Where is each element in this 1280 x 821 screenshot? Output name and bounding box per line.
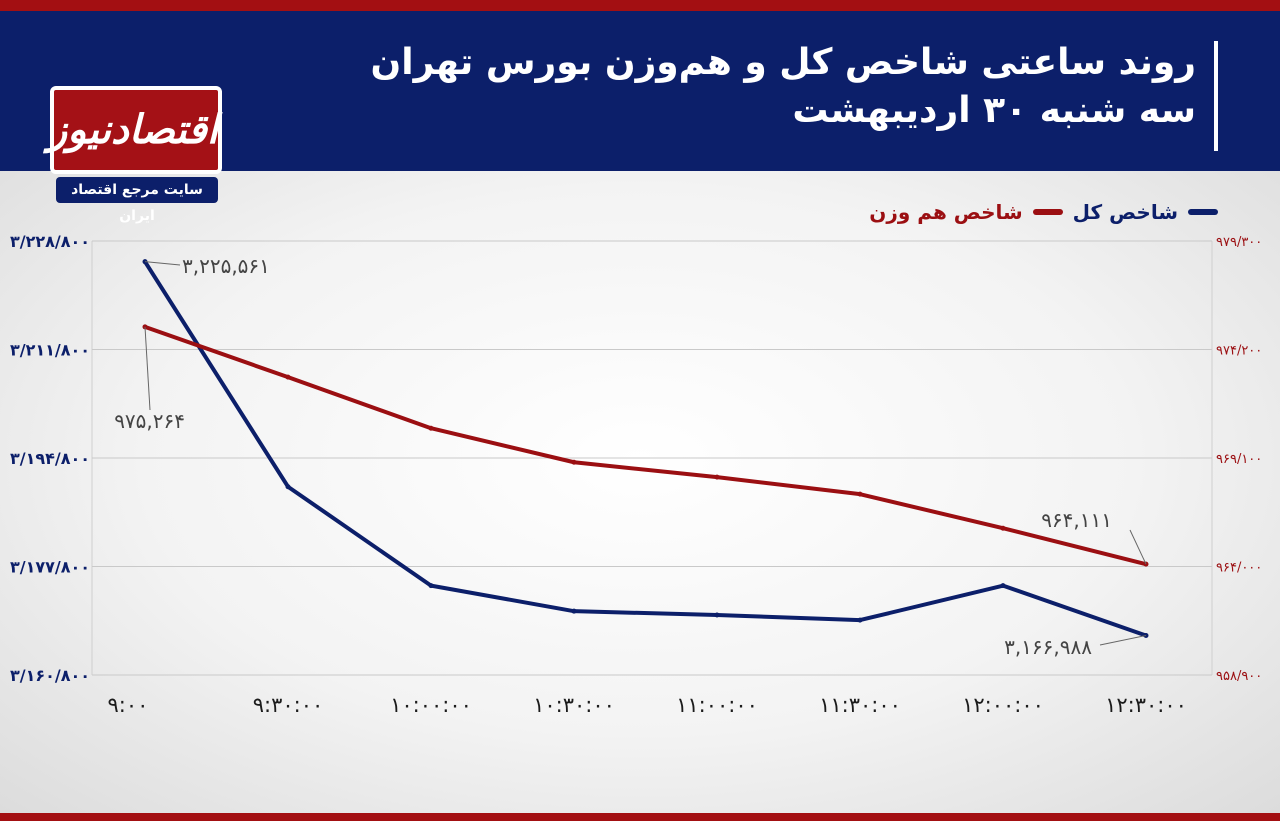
data-point-main-index	[714, 612, 720, 618]
left-axis-tick-label: ۳/۱۹۴/۸۰۰	[10, 449, 90, 468]
right-axis-tick-label: ۹۶۴/۰۰۰	[1216, 561, 1262, 576]
right-axis-tick-label: ۹۷۴/۲۰۰	[1216, 344, 1262, 359]
legend-swatch-equal-weight	[1032, 209, 1063, 215]
x-axis-tick-label: ۱۲:۰۰:۰۰	[962, 693, 1044, 717]
data-label: ۹۶۴,۱۱۱	[1041, 508, 1112, 532]
chart-title-block: روند ساعتی شاخص کل و هم‌وزن بورس تهران س…	[371, 39, 1196, 135]
legend-swatch-main-index	[1188, 209, 1218, 215]
right-axis-tick-label: ۹۵۸/۹۰۰	[1216, 669, 1262, 684]
left-axis-tick-label: ۳/۱۶۰/۸۰۰	[10, 666, 90, 685]
legend-label-main-index: شاخص کل	[1072, 200, 1178, 224]
data-point-equal-weight	[714, 474, 720, 480]
x-axis-tick-label: ۹:۰۰	[108, 693, 149, 717]
x-axis-tick-label: ۹:۳۰:۰۰	[253, 693, 324, 717]
x-axis-tick-label: ۱۱:۳۰:۰۰	[819, 693, 901, 717]
title-divider	[1214, 41, 1218, 151]
annotation-leader	[1099, 635, 1147, 646]
left-axis-tick-label: ۳/۱۷۷/۸۰۰	[10, 558, 90, 577]
data-point-equal-weight	[571, 459, 577, 465]
data-point-equal-weight	[285, 374, 291, 380]
data-label: ۹۷۵,۲۶۴	[114, 409, 185, 433]
data-point-main-index	[285, 484, 291, 490]
x-axis-tick-label: ۱۰:۳۰:۰۰	[533, 693, 615, 717]
data-point-equal-weight	[428, 425, 434, 431]
legend-item-equal-weight: شاخص هم وزن	[869, 200, 1063, 224]
legend-item-main-index: شاخص کل	[1073, 200, 1218, 224]
series-line-equal-weight	[144, 324, 1147, 567]
chart-legend: شاخص کل شاخص هم وزن	[869, 200, 1218, 224]
annotation-leader	[144, 326, 151, 411]
bottom-accent-strip	[0, 813, 1280, 821]
left-axis-tick-label: ۳/۲۱۱/۸۰۰	[10, 341, 90, 360]
x-axis-tick-label: ۱۲:۳۰:۰۰	[1105, 693, 1187, 717]
data-label: ۳,۱۶۶,۹۸۸	[1004, 635, 1092, 659]
left-axis-tick-label: ۳/۲۲۸/۸۰۰	[10, 232, 90, 251]
annotation-leader	[144, 261, 181, 266]
brand-logo: اقتصادنیوز	[48, 86, 222, 174]
annotation-leader	[1129, 529, 1147, 565]
chart-background	[0, 171, 1280, 813]
right-axis-tick-label: ۹۶۹/۱۰۰	[1216, 452, 1262, 467]
right-axis-tick-label: ۹۷۹/۳۰۰	[1216, 235, 1262, 250]
data-point-main-index	[1000, 583, 1006, 589]
series-line-main-index	[143, 260, 1147, 638]
x-axis-tick-label: ۱۰:۰۰:۰۰	[390, 693, 472, 717]
chart-subtitle: سه شنبه ۳۰ اردیبهشت	[792, 90, 1196, 131]
legend-label-equal-weight: شاخص هم وزن	[869, 200, 1023, 224]
data-point-equal-weight	[857, 491, 863, 497]
data-point-equal-weight	[1000, 525, 1006, 531]
data-point-main-index	[428, 583, 434, 589]
x-axis-tick-label: ۱۱:۰۰:۰۰	[676, 693, 758, 717]
top-accent-strip	[0, 0, 1280, 11]
chart-title: روند ساعتی شاخص کل و هم‌وزن بورس تهران	[370, 42, 1196, 83]
data-point-main-index	[857, 617, 863, 623]
data-point-main-index	[571, 608, 577, 614]
data-label: ۳,۲۲۵,۵۶۱	[182, 254, 270, 278]
brand-tagline: سایت مرجع اقتصاد ایران	[56, 177, 218, 224]
